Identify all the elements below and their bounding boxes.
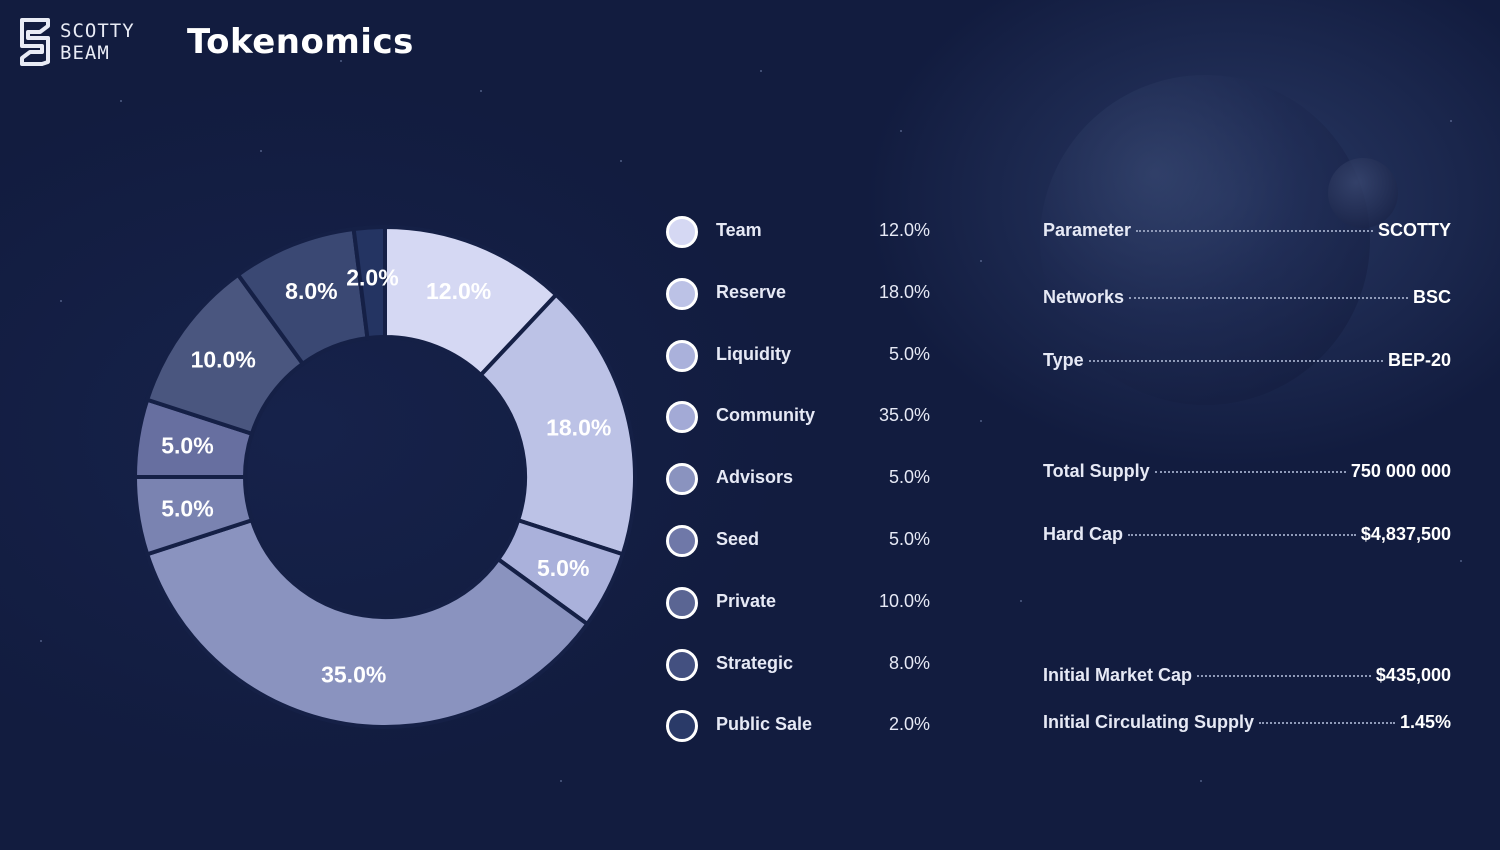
dotted-leader	[1128, 533, 1356, 536]
legend-value: 18.0%	[878, 281, 930, 302]
dotted-leader	[1136, 229, 1373, 232]
param-value: $4,837,500	[1360, 524, 1451, 544]
dotted-leader	[1259, 721, 1395, 724]
param-value: 1.45%	[1399, 712, 1451, 732]
param-value: 750 000 000	[1350, 461, 1451, 481]
dotted-leader	[1129, 296, 1408, 299]
param-row-initial-market-cap: Initial Market Cap $435,000	[1043, 665, 1451, 693]
param-value: $435,000	[1375, 665, 1451, 685]
page-title: Tokenomics	[187, 22, 414, 62]
legend-label: Seed	[716, 529, 760, 549]
legend-value: 5.0%	[888, 343, 930, 364]
slice-label-community: 35.0%	[321, 662, 386, 688]
param-value: BEP-20	[1387, 350, 1451, 370]
legend-label: Advisors	[716, 467, 794, 488]
legend-item-seed[interactable]: Seed 5.0%	[664, 523, 934, 563]
slice-label-liquidity: 5.0%	[537, 555, 589, 581]
donut-slice-community[interactable]	[144, 517, 591, 729]
legend-value: 5.0%	[888, 529, 930, 549]
brand-line1: SCOTTY	[60, 20, 135, 42]
legend-value: 5.0%	[888, 467, 930, 488]
param-label: Networks	[1043, 287, 1125, 307]
legend-label: Liquidity	[716, 343, 791, 364]
legend-swatch-icon	[666, 525, 698, 557]
brand-name: SCOTTY BEAM	[60, 20, 135, 64]
legend-label: Strategic	[716, 652, 794, 673]
param-label: Type	[1043, 350, 1084, 370]
slice-label-seed: 5.0%	[161, 433, 213, 459]
legend-swatch-icon	[666, 277, 698, 310]
slice-label-public-sale: 2.0%	[346, 264, 398, 290]
legend-label: Private	[716, 590, 777, 611]
legend-swatch-icon	[666, 216, 698, 248]
legend-swatch-icon	[666, 339, 698, 372]
slice-label-private: 10.0%	[191, 346, 256, 372]
donut-slice-public-sale[interactable]	[351, 224, 387, 341]
legend-swatch-icon	[666, 648, 698, 681]
brand-line2: BEAM	[60, 42, 110, 64]
donut-chart-svg: 12.0% 18.0% 5.0% 35.0% 5.0% 5.0% 10.0% 8.0% 2.0%	[132, 224, 637, 729]
legend-label: Team	[716, 220, 762, 240]
param-value: BSC	[1412, 287, 1451, 307]
slice-label-reserve: 18.0%	[546, 414, 611, 440]
moon-image	[1328, 158, 1398, 228]
legend-item-community[interactable]: Community 35.0%	[664, 399, 934, 439]
dotted-leader	[1088, 359, 1383, 362]
legend-value: 2.0%	[888, 714, 930, 735]
legend-item-advisors[interactable]: Advisors 5.0%	[664, 461, 934, 501]
legend-swatch-icon	[666, 710, 698, 743]
slice-label-team: 12.0%	[426, 278, 491, 304]
legend-value: 10.0%	[878, 590, 930, 611]
legend-label: Community	[716, 405, 815, 426]
legend-value: 35.0%	[878, 405, 930, 426]
legend-item-liquidity[interactable]: Liquidity 5.0%	[664, 338, 934, 378]
legend-item-reserve[interactable]: Reserve 18.0%	[664, 276, 934, 316]
param-row-hard-cap: Hard Cap $4,837,500	[1043, 524, 1451, 552]
param-label: Hard Cap	[1043, 524, 1124, 544]
donut-slice-reserve[interactable]	[478, 291, 637, 557]
legend-value: 8.0%	[888, 652, 930, 673]
legend-item-private[interactable]: Private 10.0%	[664, 585, 934, 625]
legend-item-public-sale[interactable]: Public Sale 2.0%	[664, 708, 934, 748]
dotted-leader	[1197, 674, 1371, 677]
legend-swatch-icon	[666, 401, 698, 434]
param-label: Total Supply	[1043, 461, 1150, 481]
param-row-parameter: Parameter SCOTTY	[1043, 220, 1451, 248]
donut-chart: 12.0% 18.0% 5.0% 35.0% 5.0% 5.0% 10.0% 8.0% 2.0%	[120, 180, 650, 740]
param-label: Initial Circulating Supply	[1043, 712, 1255, 732]
legend-swatch-icon	[666, 586, 698, 619]
param-row-initial-circulating-supply: Initial Circulating Supply 1.45%	[1043, 712, 1451, 740]
legend-value: 12.0%	[878, 220, 930, 240]
legend-label: Public Sale	[716, 714, 813, 735]
param-value: SCOTTY	[1377, 220, 1451, 240]
legend-item-strategic[interactable]: Strategic 8.0%	[664, 647, 934, 687]
param-label: Initial Market Cap	[1043, 665, 1193, 685]
slice-label-strategic: 8.0%	[285, 278, 337, 304]
dotted-leader	[1154, 470, 1346, 473]
param-row-total-supply: Total Supply 750 000 000	[1043, 461, 1451, 489]
brand-logo[interactable]: SCOTTY BEAM	[18, 18, 158, 68]
legend-item-team[interactable]: Team 12.0%	[664, 214, 934, 254]
param-row-networks: Networks BSC	[1043, 287, 1451, 315]
planet-image	[1040, 75, 1370, 405]
param-label: Parameter	[1043, 220, 1132, 240]
slice-label-advisors: 5.0%	[161, 495, 213, 521]
param-row-type: Type BEP-20	[1043, 350, 1451, 378]
logo-s-icon	[20, 18, 50, 66]
legend-swatch-icon	[666, 463, 698, 496]
legend-label: Reserve	[716, 281, 787, 302]
